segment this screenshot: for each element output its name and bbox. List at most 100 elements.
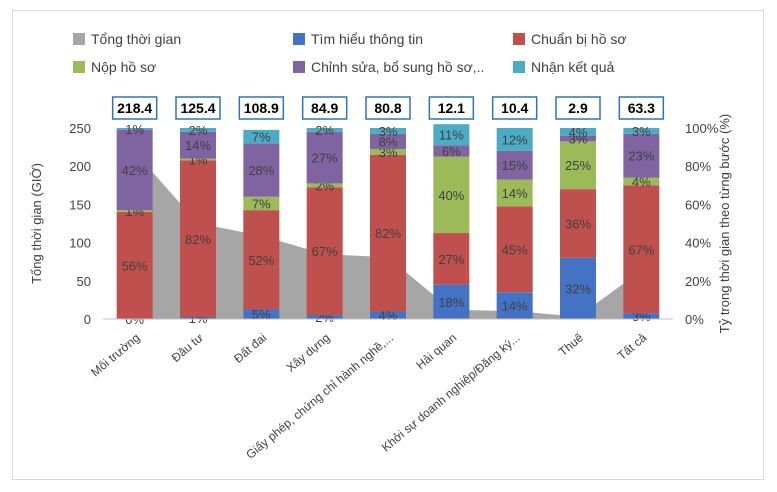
category-label: Tất cả <box>615 330 650 362</box>
right-axis-title: Tỷ trọng thời gian theo từng bước (%) <box>717 114 732 333</box>
bar-segment <box>560 189 596 258</box>
legend-swatch <box>513 61 525 73</box>
segment-label: 6% <box>442 144 461 159</box>
segment-label: 18% <box>438 295 464 310</box>
left-tick-label: 200 <box>69 159 91 174</box>
total-value-box <box>618 96 665 120</box>
legend-swatch <box>293 33 305 45</box>
bar-segment <box>623 313 660 319</box>
total-value-label: 84.9 <box>311 100 338 116</box>
segment-label: 27% <box>312 151 338 166</box>
bar-segment <box>433 124 470 146</box>
legend-label: Tổng thời gian <box>91 31 181 47</box>
right-tick-label: 0% <box>685 312 704 327</box>
left-tick-label: 50 <box>77 274 91 289</box>
segment-label: 45% <box>502 242 528 257</box>
legend-swatch <box>73 61 85 73</box>
total-value-label: 125.4 <box>180 100 215 116</box>
bar-segment <box>180 317 216 319</box>
total-value-box <box>175 96 221 120</box>
segment-label: 2% <box>315 123 334 138</box>
segment-label: 8% <box>379 134 398 149</box>
bar-segment <box>116 129 153 211</box>
bar-segment <box>370 128 406 134</box>
bar-segment <box>116 212 153 319</box>
segment-label: 82% <box>375 226 401 241</box>
segment-label: 14% <box>185 138 211 153</box>
category-label: Hải quan <box>413 331 459 373</box>
total-value-box <box>301 96 348 120</box>
bar-segment <box>243 143 280 197</box>
left-axis-title: Tổng thời gian (GIỜ) <box>29 163 44 284</box>
bar-segment <box>370 149 406 155</box>
left-tick-label: 0 <box>84 312 91 327</box>
bar-segment <box>496 292 533 319</box>
bar-segment <box>180 128 216 132</box>
bar-segment <box>180 131 216 159</box>
segment-label: 25% <box>565 158 591 173</box>
segment-label: 11% <box>439 128 464 143</box>
segment-label: 32% <box>565 281 591 296</box>
segment-label: 67% <box>312 244 338 259</box>
segment-label: 40% <box>438 188 464 203</box>
segment-label: 14% <box>502 186 528 201</box>
segment-label: 4% <box>632 174 651 189</box>
segment-label: 28% <box>248 163 274 178</box>
bar-segment <box>496 128 533 151</box>
segment-label: 7% <box>252 130 271 145</box>
segment-label: 52% <box>248 253 274 268</box>
segment-label: 27% <box>438 252 464 267</box>
total-value-box <box>555 96 601 120</box>
bar-segment <box>623 177 660 186</box>
category-label: Thuế <box>556 330 586 359</box>
bar-segment <box>560 141 596 190</box>
bar-segment <box>180 158 216 161</box>
bar-segment <box>306 131 343 184</box>
segment-label: 5% <box>252 307 271 322</box>
segment-label: 82% <box>185 232 211 247</box>
category-label: Xây dựng <box>284 331 333 375</box>
stacked-bar-chart: Tổng thời gian Tìm hiểu thông tin Chuẩn bị… <box>29 31 732 462</box>
category-label: Đầu tư <box>169 331 206 365</box>
bar-segment <box>306 183 343 188</box>
bar-segment <box>370 133 406 150</box>
total-value-box <box>428 96 475 120</box>
left-tick-label: 150 <box>69 197 91 212</box>
bar-segment <box>623 185 660 314</box>
bar-segment <box>306 187 343 316</box>
legend-label: Chuẩn bị hồ sơ <box>531 31 627 47</box>
segment-label: 15% <box>502 158 528 173</box>
bar-segment <box>623 128 660 134</box>
segment-label: 23% <box>628 149 654 164</box>
right-tick-label: 80% <box>685 159 711 174</box>
bar-segment <box>433 233 470 285</box>
bar-segment <box>560 135 596 142</box>
segment-label: 1% <box>125 122 144 137</box>
segment-label: 4% <box>569 125 588 140</box>
legend-swatch <box>513 33 525 45</box>
total-value-label: 10.4 <box>501 100 528 116</box>
legend-label: Chỉnh sửa, bổ sung hồ sơ,.. <box>311 59 484 75</box>
chart-frame: Tổng thời gian Tìm hiểu thông tin Chuẩn bị… <box>12 10 764 480</box>
right-tick-label: 20% <box>685 274 711 289</box>
bar-segment <box>433 145 470 157</box>
category-label: Môi trường <box>88 331 142 380</box>
total-value-label: 12.1 <box>438 100 465 116</box>
segment-label: 7% <box>252 196 271 211</box>
bar-segment <box>560 128 596 136</box>
legend-swatch <box>73 33 85 45</box>
total-value-box <box>238 96 285 120</box>
legend-label: Tìm hiểu thông tin <box>311 31 423 47</box>
bar-segment <box>496 150 533 180</box>
bar-segment <box>243 210 280 310</box>
legend-label: Nhận kết quả <box>531 59 614 75</box>
bar-segment <box>306 128 343 132</box>
bar-segment <box>243 196 280 211</box>
segment-label: 36% <box>565 217 591 232</box>
bar-segment <box>370 311 406 319</box>
legend-label: Nộp hồ sơ <box>91 59 156 75</box>
segment-label: 3% <box>379 124 398 139</box>
total-value-label: 218.4 <box>117 100 152 116</box>
left-tick-label: 100 <box>69 236 91 251</box>
segment-label: 12% <box>502 132 528 147</box>
